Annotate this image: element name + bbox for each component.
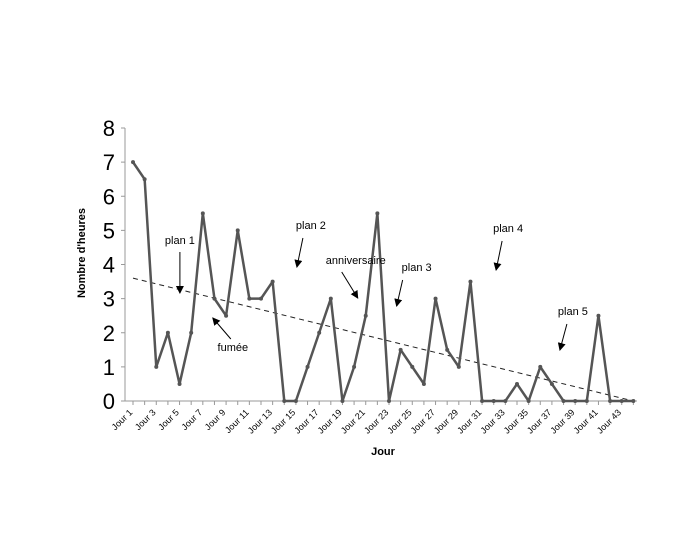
x-tick-label: Jour 15 bbox=[269, 407, 297, 435]
data-point bbox=[433, 296, 438, 301]
y-tick-label: 5 bbox=[103, 218, 115, 243]
data-point bbox=[270, 279, 275, 284]
y-axis-title: Nombre d'heures bbox=[76, 208, 88, 298]
x-tick-label: Jour 35 bbox=[502, 407, 530, 435]
data-point bbox=[165, 330, 170, 335]
x-tick-label: Jour 41 bbox=[572, 407, 600, 435]
data-point bbox=[584, 399, 589, 403]
data-point bbox=[317, 330, 322, 335]
annotation-arrow bbox=[212, 317, 232, 340]
x-tick-label: Jour 43 bbox=[595, 407, 623, 435]
data-point bbox=[468, 279, 473, 284]
series-line bbox=[131, 161, 634, 403]
y-tick-label: 2 bbox=[103, 321, 115, 346]
data-point bbox=[549, 381, 554, 386]
data-point bbox=[328, 296, 333, 301]
x-tick-label: Jour 25 bbox=[385, 407, 413, 435]
data-point bbox=[421, 381, 426, 386]
data-point bbox=[387, 399, 391, 403]
x-tick-label: Jour 7 bbox=[179, 407, 204, 432]
y-tick-label: 7 bbox=[103, 150, 115, 175]
data-point bbox=[340, 399, 345, 403]
data-point bbox=[619, 399, 624, 403]
data-point bbox=[515, 381, 519, 386]
x-tick-label: Jour 19 bbox=[316, 407, 344, 435]
x-tick-label: Jour 21 bbox=[339, 407, 367, 435]
x-tick-label: Jour 13 bbox=[246, 407, 274, 435]
x-tick-label: Jour 3 bbox=[133, 407, 158, 432]
data-point bbox=[398, 347, 403, 352]
data-point bbox=[561, 399, 566, 403]
annotation-label: plan 1 bbox=[165, 235, 195, 247]
x-tick-label: Jour 5 bbox=[156, 407, 181, 432]
x-tick-label: Jour 17 bbox=[292, 407, 320, 435]
data-point bbox=[631, 399, 636, 403]
data-point bbox=[247, 296, 252, 301]
data-point bbox=[538, 364, 543, 369]
data-point bbox=[235, 228, 240, 233]
data-point bbox=[491, 399, 496, 403]
data-point bbox=[212, 296, 217, 301]
series-group bbox=[131, 160, 636, 403]
x-tick-label: Jour 11 bbox=[223, 407, 251, 435]
annotation-label: plan 5 bbox=[558, 306, 588, 318]
data-point bbox=[375, 211, 380, 216]
data-point bbox=[445, 347, 450, 352]
annotation-arrow bbox=[493, 240, 503, 271]
data-point bbox=[352, 364, 357, 369]
y-axis-ticks: 0 1 2 3 4 5 6 7 8 bbox=[103, 116, 125, 414]
data-point bbox=[224, 313, 229, 318]
annotation-label: plan 4 bbox=[493, 223, 523, 235]
y-tick-label: 3 bbox=[103, 287, 115, 312]
annotation-arrow bbox=[341, 271, 359, 299]
annotation-arrow bbox=[294, 237, 304, 268]
annotation-label: plan 3 bbox=[402, 262, 432, 274]
y-tick-label: 4 bbox=[103, 253, 115, 278]
data-point bbox=[410, 364, 415, 369]
data-point bbox=[142, 177, 147, 182]
y-tick-label: 6 bbox=[103, 184, 115, 209]
x-tick-label: Jour 37 bbox=[525, 407, 553, 435]
annotations-group: plan 1 fumée plan 2 anniversaire plan 3 plan … bbox=[165, 220, 588, 354]
x-tick-label: Jour 29 bbox=[432, 407, 460, 435]
x-tick-label: Jour 27 bbox=[409, 407, 437, 435]
y-tick-label: 8 bbox=[103, 116, 115, 141]
data-point bbox=[154, 364, 159, 369]
annotation-label: plan 2 bbox=[296, 220, 326, 232]
data-point bbox=[200, 211, 205, 216]
data-point bbox=[596, 313, 601, 318]
data-point bbox=[363, 313, 368, 318]
y-tick-label: 0 bbox=[103, 389, 115, 414]
y-tick-label: 1 bbox=[103, 355, 115, 380]
annotation-arrow bbox=[557, 323, 568, 351]
data-point bbox=[608, 399, 613, 403]
data-point bbox=[526, 399, 531, 403]
annotation-label: fumée bbox=[218, 342, 249, 354]
annotation-label: anniversaire bbox=[326, 255, 386, 267]
data-point bbox=[293, 399, 298, 403]
data-point bbox=[282, 399, 287, 403]
data-point bbox=[503, 399, 508, 403]
data-point bbox=[573, 399, 578, 403]
x-tick-label: Jour 31 bbox=[455, 407, 483, 435]
annotation-arrow bbox=[394, 279, 404, 307]
data-point bbox=[456, 364, 461, 369]
x-tick-label: Jour 33 bbox=[478, 407, 506, 435]
data-point bbox=[480, 399, 485, 403]
x-tick-label: Jour 39 bbox=[548, 407, 576, 435]
data-point bbox=[305, 364, 310, 369]
x-tick-label: Jour 23 bbox=[362, 407, 390, 435]
x-axis-title: Jour bbox=[371, 446, 396, 458]
data-point bbox=[259, 296, 263, 301]
data-point bbox=[177, 381, 182, 386]
data-point bbox=[189, 330, 194, 335]
data-point bbox=[131, 160, 135, 165]
